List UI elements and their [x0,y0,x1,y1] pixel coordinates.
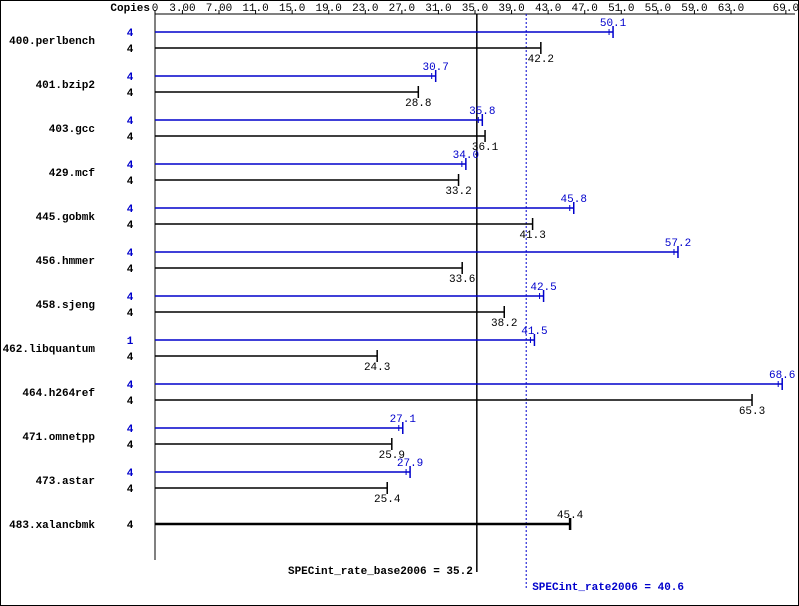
peak-copies: 4 [127,468,134,480]
benchmark-label: 401.bzip2 [36,80,95,92]
peak-value-label: 42.5 [530,282,556,294]
peak-value-label: 57.2 [665,238,691,250]
benchmark-label: 473.astar [36,476,95,488]
benchmark-label: 403.gcc [49,124,95,136]
base-copies: 4 [127,352,134,364]
benchmark-label: 462.libquantum [3,344,96,356]
base-copies: 4 [127,88,134,100]
x-tick-label: 63.0 [718,3,744,15]
peak-value-label: 30.7 [422,62,448,74]
x-tick-label: 23.0 [352,3,378,15]
peak-value-label: 68.6 [769,370,795,382]
base-value-label: 28.8 [405,98,431,110]
base-value-label: 41.3 [519,230,545,242]
base-value-label: 33.6 [449,274,475,286]
peak-copies: 4 [127,28,134,40]
x-tick-label: 51.0 [608,3,634,15]
benchmark-label: 464.h264ref [22,388,95,400]
base-copies: 4 [127,220,134,232]
peak-value-label: 34.0 [453,150,479,162]
ref-label-base: SPECint_rate_base2006 = 35.2 [288,566,473,578]
x-tick-label: 7.00 [206,3,232,15]
base-value-label: 65.3 [739,406,765,418]
benchmark-label: 456.hmmer [36,256,95,268]
peak-copies: 4 [127,380,134,392]
x-tick-label: 31.0 [425,3,451,15]
peak-value-label: 27.1 [390,414,417,426]
peak-copies: 4 [127,292,134,304]
benchmark-label: 445.gobmk [36,212,96,224]
peak-value-label: 35.8 [469,106,495,118]
x-tick-label: 3.00 [169,3,195,15]
benchmark-chart: 0 3.00 7.00 11.0 15.0 19.0 23.0 27.0 31.0 35.0 39.… [0,0,799,606]
peak-copies: 4 [127,160,134,172]
x-tick-label: 35.0 [462,3,488,15]
base-copies: 4 [127,176,134,188]
base-value-label: 42.2 [528,54,554,66]
base-value-label: 38.2 [491,318,517,330]
benchmark-label: 483.xalancbmk [9,520,95,532]
base-value-label: 33.2 [445,186,471,198]
benchmark-label: 471.omnetpp [22,432,95,444]
peak-copies: 4 [127,204,134,216]
base-value-label: 24.3 [364,362,390,374]
x-tick-label: 39.0 [498,3,524,15]
benchmark-label: 429.mcf [49,168,96,180]
x-tick-label: 59.0 [681,3,707,15]
base-copies: 4 [127,44,134,56]
x-tick-label: 55.0 [645,3,671,15]
base-copies: 4 [127,396,134,408]
base-copies: 4 [127,308,134,320]
x-tick-label: 27.0 [389,3,415,15]
x-tick-label: 69.0 [773,3,799,15]
peak-value-label: 45.8 [561,194,587,206]
peak-copies: 4 [127,424,134,436]
peak-copies: 4 [127,248,134,260]
x-tick-label: 47.0 [572,3,598,15]
peak-value-label: 27.9 [397,458,423,470]
base-copies: 4 [127,440,134,452]
x-tick-label: 19.0 [316,3,342,15]
chart-svg: 0 3.00 7.00 11.0 15.0 19.0 23.0 27.0 31.0 35.0 39.… [0,0,799,606]
peak-value-label: 41.5 [521,326,547,338]
base-value-label: 25.4 [374,494,401,506]
base-copies: 4 [127,520,134,532]
base-copies: 4 [127,264,134,276]
peak-copies: 1 [127,336,134,348]
copies-header: Copies [110,3,150,15]
base-copies: 4 [127,132,134,144]
base-value-label: 45.4 [557,510,584,522]
benchmark-label: 458.sjeng [36,300,95,312]
x-tick-label: 15.0 [279,3,305,15]
x-tick-label: 0 [152,3,159,15]
x-tick-label: 11.0 [242,3,268,15]
peak-copies: 4 [127,72,134,84]
base-copies: 4 [127,484,134,496]
benchmark-label: 400.perlbench [9,36,95,48]
ref-label-peak: SPECint_rate2006 = 40.6 [532,582,684,594]
x-tick-label: 43.0 [535,3,561,15]
peak-copies: 4 [127,116,134,128]
peak-value-label: 50.1 [600,18,627,30]
